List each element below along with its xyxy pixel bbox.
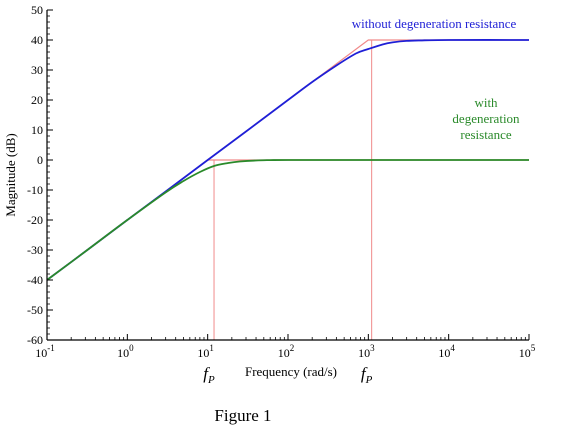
series-annotation: resistance <box>460 127 511 142</box>
y-tick-label: 40 <box>31 33 43 47</box>
pole-frequency-label: fP <box>203 364 215 386</box>
asymptote-with <box>46 159 529 281</box>
fp-markers: fP fP <box>203 364 372 386</box>
y-tick-label: 50 <box>31 3 43 17</box>
y-tick-label: 10 <box>31 123 43 137</box>
figure-caption: Figure 1 <box>214 406 271 425</box>
series-layer <box>46 39 530 281</box>
axes <box>46 9 530 341</box>
y-tick-label: 30 <box>31 63 43 77</box>
annotations: without degeneration resistance withdegen… <box>352 16 520 142</box>
y-tick-label: -20 <box>27 213 43 227</box>
x-tick-label: 105 <box>519 343 536 360</box>
y-tick-label: -60 <box>27 333 43 347</box>
y-tick-label: -50 <box>27 303 43 317</box>
x-tick-label: 102 <box>278 343 295 360</box>
series-with-degeneration <box>46 159 529 281</box>
series-annotation: without degeneration resistance <box>352 16 517 31</box>
y-tick-label: -10 <box>27 183 43 197</box>
y-tick-label: -30 <box>27 243 43 257</box>
series-annotation: degeneration <box>452 111 520 126</box>
y-axis-label: Magnitude (dB) <box>3 133 18 216</box>
x-tick-label: 103 <box>358 343 375 360</box>
series-annotation: with <box>474 95 498 110</box>
pole-frequency-label: fP <box>361 364 373 386</box>
x-tick-label: 101 <box>197 343 214 360</box>
x-axis-label: Frequency (rad/s) <box>245 364 337 379</box>
y-tick-label: -40 <box>27 273 43 287</box>
x-tick-label: 104 <box>438 343 455 360</box>
x-tick-label: 100 <box>117 343 134 360</box>
marker-lines <box>213 40 373 340</box>
y-tick-label: 20 <box>31 93 43 107</box>
x-tick-label: 10-1 <box>35 343 55 360</box>
y-tick-label: 0 <box>37 153 43 167</box>
